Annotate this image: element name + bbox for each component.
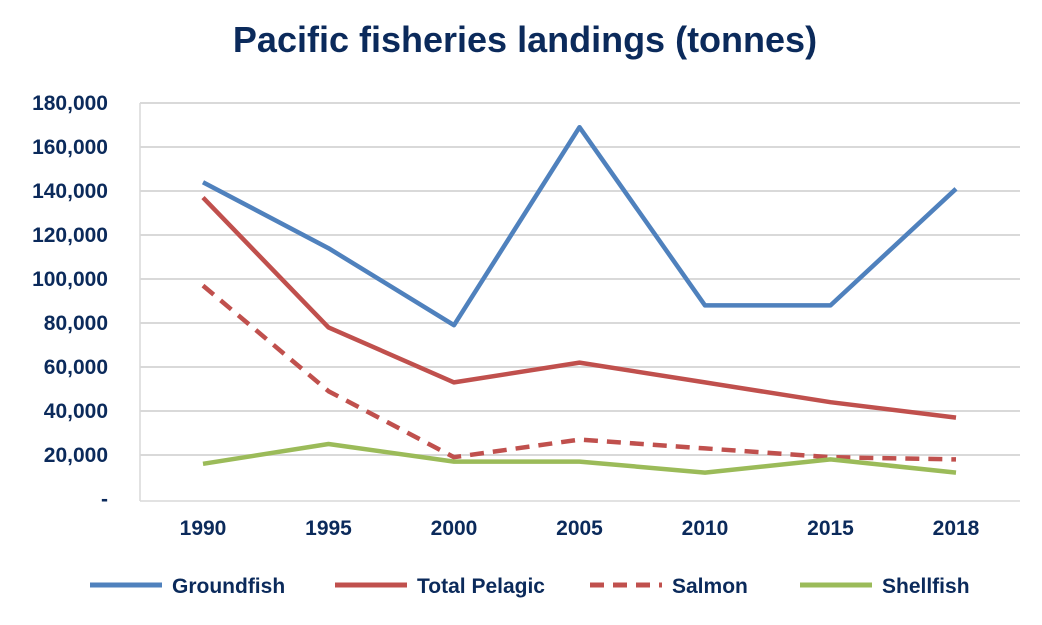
y-tick-label: 60,000: [44, 356, 108, 379]
y-tick-label: 100,000: [32, 268, 108, 291]
series-line-salmon: [201, 283, 957, 462]
y-tick-label: 140,000: [32, 180, 108, 203]
x-tick-label: 2015: [807, 517, 854, 540]
y-tick-label: 20,000: [44, 444, 108, 467]
y-tick-label: 80,000: [44, 312, 108, 335]
series-line-shellfish: [202, 441, 957, 475]
x-tick-label: 2000: [431, 517, 478, 540]
x-tick-label: 1990: [180, 517, 227, 540]
y-tick-label: 40,000: [44, 400, 108, 423]
x-tick-label: 2005: [556, 517, 603, 540]
chart-title: Pacific fisheries landings (tonnes): [233, 19, 817, 60]
x-tick-label: 2010: [682, 517, 729, 540]
series-line-total-pelagic: [201, 196, 957, 420]
y-tick-label: 120,000: [32, 224, 108, 247]
y-tick-label: 180,000: [32, 92, 108, 115]
legend-label: Salmon: [672, 575, 748, 598]
y-axis-ticks: - 20,000 40,000 60,000 80,000 100,000 120,000 1…: [32, 92, 108, 511]
legend-label: Total Pelagic: [417, 575, 545, 598]
legend: Groundfish Total Pelagic Salmon Shellfish: [90, 575, 970, 598]
series-lines: [201, 124, 958, 475]
y-tick-label: 160,000: [32, 136, 108, 159]
series-line-groundfish: [201, 124, 958, 328]
x-tick-label: 1995: [305, 517, 352, 540]
legend-label: Groundfish: [172, 575, 285, 598]
y-tick-label: -: [101, 488, 108, 511]
x-tick-label: 2018: [933, 517, 980, 540]
legend-label: Shellfish: [882, 575, 970, 598]
gridlines: [140, 102, 1020, 456]
x-axis-ticks: 1990 1995 2000 2005 2010 2015 2018: [180, 517, 980, 540]
axes: [139, 103, 1020, 502]
